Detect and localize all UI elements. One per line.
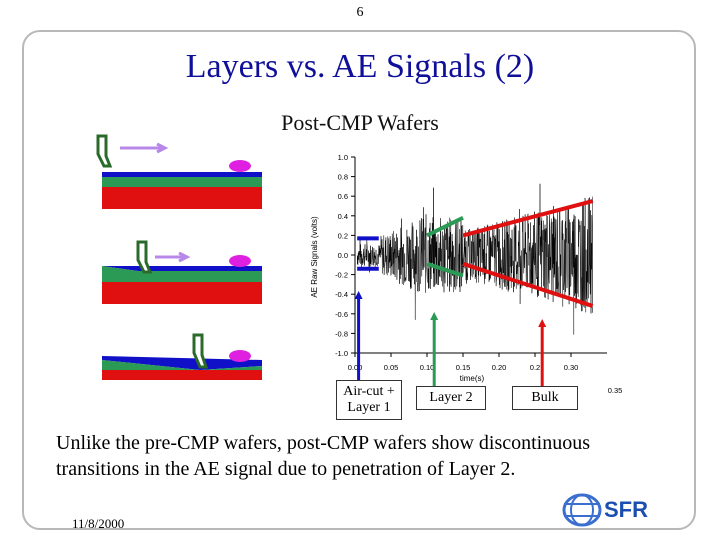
y-tick-label: -1.0	[335, 349, 348, 358]
y-tick-label: 0.6	[338, 192, 348, 201]
wafer-diagram-1	[96, 134, 262, 209]
x-tick-label: 0.00	[348, 363, 363, 372]
slide-subtitle: Post-CMP Wafers	[281, 110, 439, 135]
y-tick-label: 1.0	[338, 153, 348, 162]
ae-signal-chart: AE Raw Signals (volts) time(s) 1.0 0.8 0.6…	[310, 153, 623, 395]
x-tick-label-extra: 0.35	[608, 386, 623, 395]
bulk-label: Bulk	[512, 386, 578, 410]
y-tick-label: -0.4	[335, 290, 348, 299]
bulk-pointer-arrow-head	[538, 319, 547, 327]
y-tick-label: -0.8	[335, 329, 348, 338]
layer2-label: Layer 2	[416, 386, 486, 410]
air-cut-layer1-label: Air-cut + Layer 1	[336, 380, 402, 420]
sfr-globe-icon	[562, 493, 602, 527]
slide-frame	[22, 30, 696, 530]
x-tick-label: 0.05	[384, 363, 399, 372]
y-tick-label: 0.2	[338, 231, 348, 240]
ae-signal-series	[356, 183, 593, 335]
wafer-diagram-2	[102, 240, 262, 304]
slide-title: Layers vs. AE Signals (2)	[185, 48, 535, 85]
y-tick-label: 0.4	[338, 212, 348, 221]
air-cut-pointer-arrow-head	[354, 291, 363, 299]
layer2-marker-bottom	[426, 261, 464, 278]
x-tick-label: 0.10	[420, 363, 435, 372]
y-tick-label: 0.8	[338, 173, 348, 182]
x-tick-label: 0.2	[530, 363, 540, 372]
page-number: 6	[356, 5, 364, 20]
wafer-diagram-3	[102, 333, 262, 380]
x-tick-label: 0.20	[492, 363, 507, 372]
layer2-marker-top	[426, 215, 464, 238]
y-tick-label: -0.6	[335, 310, 348, 319]
slide-date: 11/8/2000	[72, 516, 125, 531]
bulk-marker-top	[462, 199, 594, 238]
y-tick-label: 0.0	[338, 251, 348, 260]
sfr-logo: SFR	[604, 497, 648, 522]
y-tick-label: -0.2	[335, 271, 348, 280]
x-tick-label: 0.30	[564, 363, 579, 372]
x-axis-label: time(s)	[460, 374, 485, 383]
x-tick-label: 0.15	[456, 363, 471, 372]
y-axis-label: AE Raw Signals (volts)	[310, 216, 319, 298]
slide-caption: Unlike the pre-CMP wafers, post-CMP wafe…	[56, 432, 591, 480]
wafer-diagrams	[96, 134, 262, 380]
bulk-marker-bottom	[462, 261, 594, 308]
layer2-pointer-arrow-head	[430, 312, 439, 320]
